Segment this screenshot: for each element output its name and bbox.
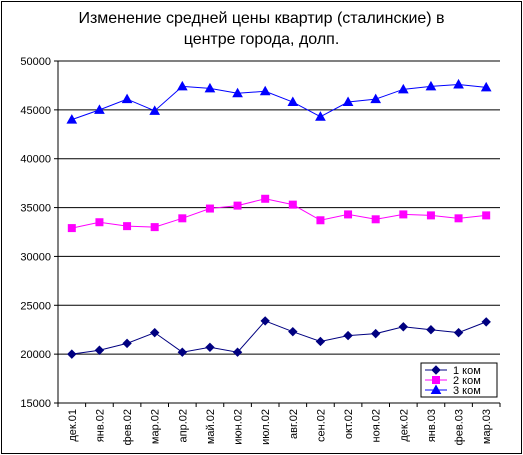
x-tick-label: янв.02 bbox=[94, 409, 106, 442]
x-tick-label: июн.02 bbox=[233, 409, 245, 445]
data-point-series-1 bbox=[370, 328, 381, 339]
data-point-series-1 bbox=[453, 327, 464, 338]
data-point-series-1 bbox=[122, 338, 132, 349]
data-point-series-1 bbox=[481, 317, 491, 327]
data-point-series-1 bbox=[343, 330, 353, 341]
y-tick-label: 35000 bbox=[20, 203, 51, 215]
data-point-series-3 bbox=[342, 96, 354, 107]
data-point-series-2 bbox=[482, 211, 491, 220]
plot-area bbox=[58, 61, 500, 403]
data-point-series-1 bbox=[426, 325, 436, 335]
y-tick-label: 25000 bbox=[20, 300, 51, 312]
data-point-series-2 bbox=[205, 204, 214, 213]
data-point-series-1 bbox=[94, 345, 105, 355]
data-point-series-2 bbox=[344, 210, 353, 219]
data-point-series-3 bbox=[66, 114, 78, 124]
data-point-series-2 bbox=[426, 211, 435, 220]
x-tick-label: дек.01 bbox=[67, 409, 79, 442]
data-point-series-2 bbox=[288, 200, 297, 209]
legend-marker-3 bbox=[430, 384, 442, 394]
data-point-series-1 bbox=[260, 316, 270, 326]
series-line-2 bbox=[71, 198, 487, 229]
chart-title-line-1: Изменение средней цены квартир (сталинск… bbox=[78, 10, 445, 27]
y-tick-label: 30000 bbox=[20, 251, 51, 263]
data-point-series-2 bbox=[178, 214, 187, 223]
data-point-series-1 bbox=[232, 347, 243, 357]
data-point-series-2 bbox=[399, 210, 408, 219]
x-tick-label: мар.03 bbox=[481, 409, 493, 444]
legend-label-3: 3 ком bbox=[453, 385, 481, 397]
data-point-series-3 bbox=[121, 93, 133, 104]
x-tick-label: сен.02 bbox=[315, 409, 327, 442]
x-tick-label: июл.02 bbox=[260, 409, 272, 445]
x-tick-label: дек.02 bbox=[398, 409, 410, 442]
data-point-series-2 bbox=[261, 194, 270, 203]
chart-title: Изменение средней цены квартир (сталинск… bbox=[0, 8, 523, 50]
data-point-series-3 bbox=[480, 81, 492, 92]
data-point-series-3 bbox=[397, 83, 409, 94]
y-tick-label: 15000 bbox=[20, 398, 51, 410]
data-point-series-1 bbox=[177, 347, 188, 357]
data-point-series-2 bbox=[316, 216, 325, 225]
legend-label-2: 2 ком bbox=[453, 375, 481, 387]
x-tick-label: окт.02 bbox=[343, 409, 355, 439]
x-tick-label: фев.02 bbox=[122, 409, 134, 445]
legend-marker-2 bbox=[432, 376, 440, 384]
data-point-series-2 bbox=[150, 223, 159, 232]
series-line-3 bbox=[71, 83, 487, 121]
data-point-series-1 bbox=[288, 326, 298, 337]
data-point-series-3 bbox=[370, 93, 382, 104]
data-point-series-1 bbox=[205, 342, 215, 353]
data-point-series-2 bbox=[233, 201, 242, 210]
y-tick-label: 45000 bbox=[20, 105, 51, 117]
data-point-series-2 bbox=[95, 218, 104, 227]
series-line-1 bbox=[71, 320, 487, 355]
data-point-series-3 bbox=[259, 85, 271, 96]
x-tick-label: ноя.02 bbox=[371, 409, 383, 442]
data-point-series-3 bbox=[176, 80, 188, 91]
data-point-series-3 bbox=[425, 80, 437, 91]
data-point-series-1 bbox=[149, 327, 160, 338]
x-tick-label: апр.02 bbox=[177, 409, 189, 442]
data-point-series-2 bbox=[371, 215, 380, 224]
legend-marker-1 bbox=[431, 365, 441, 375]
data-point-series-2 bbox=[454, 214, 463, 223]
x-tick-label: янв.03 bbox=[426, 409, 438, 442]
chart-title-line-2: центре города, долп. bbox=[183, 31, 340, 48]
data-point-series-3 bbox=[204, 82, 216, 93]
data-point-series-1 bbox=[315, 336, 326, 347]
x-tick-label: май.02 bbox=[205, 409, 217, 444]
data-point-series-3 bbox=[453, 78, 464, 89]
legend-label-1: 1 ком bbox=[453, 365, 481, 377]
data-point-series-2 bbox=[123, 222, 132, 231]
y-tick-label: 20000 bbox=[20, 349, 51, 361]
data-point-series-3 bbox=[232, 87, 243, 98]
data-point-series-3 bbox=[94, 104, 105, 114]
data-point-series-3 bbox=[315, 111, 326, 121]
data-point-series-1 bbox=[398, 322, 409, 332]
data-point-series-1 bbox=[67, 349, 77, 359]
y-tick-label: 50000 bbox=[20, 56, 51, 68]
data-point-series-3 bbox=[149, 105, 161, 115]
x-tick-label: мар.02 bbox=[150, 409, 162, 444]
data-point-series-3 bbox=[287, 96, 299, 107]
x-tick-label: фев.03 bbox=[454, 409, 466, 445]
y-tick-label: 40000 bbox=[20, 154, 51, 166]
x-tick-label: авг.02 bbox=[288, 409, 300, 439]
data-point-series-2 bbox=[67, 224, 76, 233]
